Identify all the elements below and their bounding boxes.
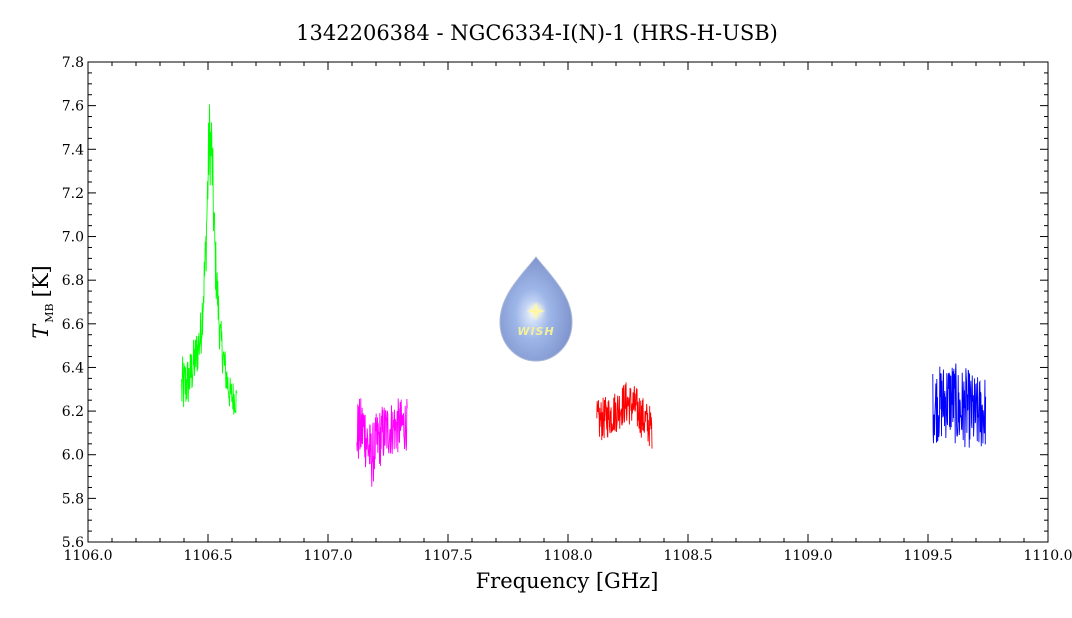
spectrum-series-1 [181,104,238,415]
y-tick-label: 6.8 [62,273,84,289]
svg-text:TMB[K]: TMB [K] [29,265,56,338]
wish-logo: WISH [499,256,573,362]
y-tick-label: 6.6 [62,317,84,333]
x-axis-label: Frequency [GHz] [476,569,659,593]
y-tick-label: 7.4 [62,142,84,158]
spectrum-series-3 [596,382,653,449]
chart-title: 1342206384 - NGC6334-I(N)-1 (HRS-H-USB) [296,21,778,45]
x-tick-label: 1107.5 [424,548,473,564]
spectrum-series-4 [932,363,987,448]
y-axis-label-main: T [29,323,53,339]
y-tick-label: 7.2 [62,186,84,202]
x-tick-label: 1106.5 [184,548,233,564]
y-tick-label: 5.8 [62,491,84,507]
logo-text: WISH [517,325,554,338]
x-tick-label: 1108.0 [544,548,593,564]
spectrum-series-2 [356,398,408,487]
y-axis-label-sub: MB [43,303,56,322]
x-tick-label: 1109.0 [784,548,833,564]
y-tick-label: 5.6 [62,535,84,551]
series-layer [181,104,987,487]
y-tick-label: 7.0 [62,230,84,246]
y-axis-label: TMB [K] [29,265,56,338]
y-tick-label: 7.6 [62,99,84,115]
axes-layer: 1106.0 1106.5 1107.0 1107.5 1108.0 1108.5 1109… [62,55,1072,564]
y-axis-label-unit: [K] [29,265,53,297]
y-tick-label: 6.4 [62,360,84,376]
x-tick-label: 1106.0 [64,548,113,564]
y-tick-label: 7.8 [62,55,84,71]
x-tick-label: 1108.5 [664,548,713,564]
x-tick-label: 1110.0 [1024,548,1072,564]
y-tick-label: 6.2 [62,404,84,420]
x-tick-label: 1109.5 [904,548,953,564]
y-tick-label: 6.0 [62,448,84,464]
x-tick-label: 1107.0 [304,548,353,564]
